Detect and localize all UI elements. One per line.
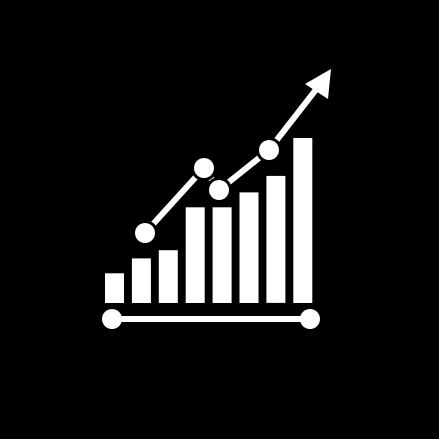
bar <box>105 273 124 303</box>
bar-group <box>105 138 313 303</box>
bar <box>131 258 151 303</box>
baseline-endpoint <box>102 309 122 329</box>
trend-point <box>135 223 155 243</box>
bar <box>158 250 178 303</box>
baseline-axis <box>102 309 320 329</box>
bar <box>239 192 259 303</box>
trend-line-group <box>132 69 331 246</box>
bar <box>293 138 313 303</box>
baseline-endpoint <box>300 309 320 329</box>
trend-point <box>259 140 279 160</box>
trend-point <box>194 158 214 178</box>
bar <box>185 207 205 303</box>
bar <box>212 207 232 303</box>
bar <box>266 175 286 303</box>
trend-arrow-shaft <box>266 84 321 153</box>
trend-point <box>209 180 229 200</box>
trend-line-segment <box>142 165 207 236</box>
trend-arrow-head <box>305 69 331 99</box>
